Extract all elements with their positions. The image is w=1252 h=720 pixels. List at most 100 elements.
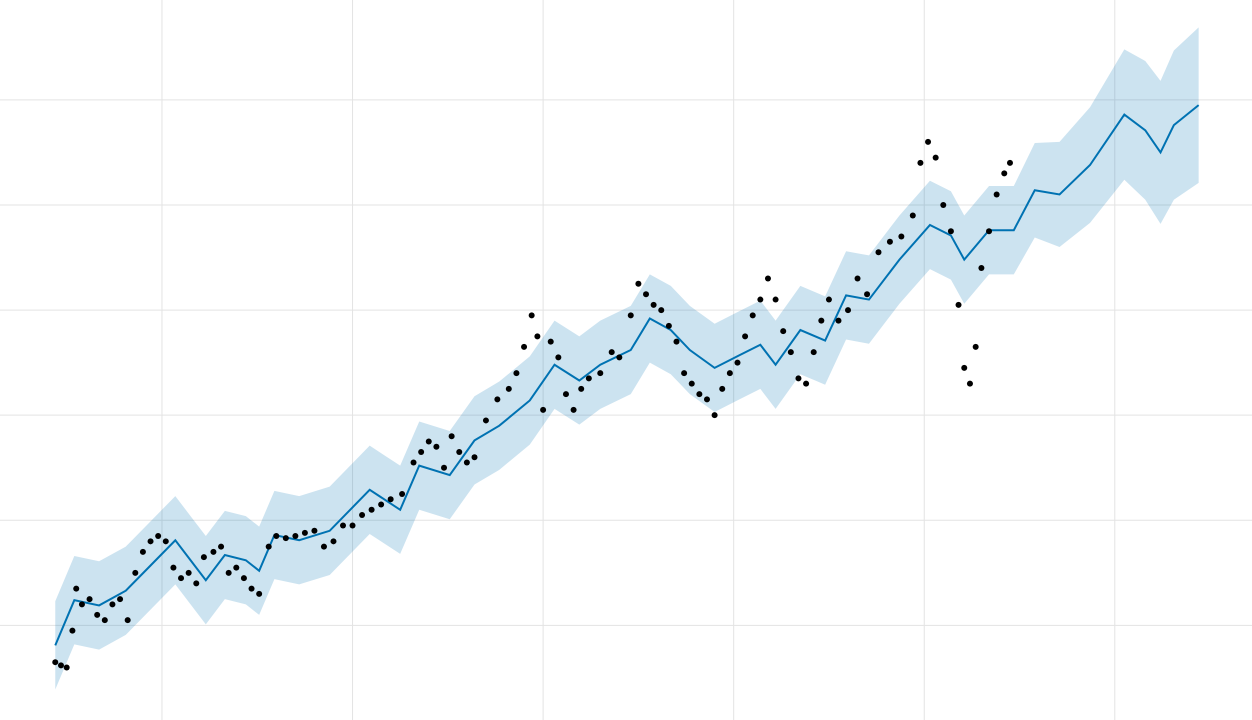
observation [562,391,569,398]
uncertainty-band [55,27,1199,690]
observation [854,275,861,282]
observation [696,391,703,398]
observation [886,238,893,245]
observation [764,275,771,282]
observation [52,659,59,666]
observation [86,596,93,603]
observation [734,359,741,366]
observation [513,370,520,377]
observation [795,375,802,382]
observation [139,548,146,555]
observation [972,343,979,350]
observation [170,564,177,571]
observation [1006,159,1013,166]
observation [69,627,76,634]
observation [456,448,463,455]
observation [597,370,604,377]
observation [162,538,169,545]
observation [940,201,947,208]
observation [448,433,455,440]
observation [947,228,954,235]
observation [917,159,924,166]
observation [78,601,85,608]
observation [441,464,448,471]
observation [265,543,272,550]
observation [650,301,657,308]
observation [749,312,756,319]
observation [292,533,299,540]
observation [898,233,905,240]
observation [124,617,131,624]
observation [155,533,162,540]
observation [665,322,672,329]
observation [505,385,512,392]
observation [627,312,634,319]
observation [340,522,347,529]
observation [925,138,932,145]
observation [966,380,973,387]
observation [494,396,501,403]
observation [193,580,200,587]
observation [772,296,779,303]
observation [320,543,327,550]
observation [555,354,562,361]
observation [368,506,375,513]
observation [63,664,70,671]
observation [399,491,406,498]
observation [803,380,810,387]
observation [273,533,280,540]
observation [1001,170,1008,177]
observation [616,354,623,361]
observation [845,307,852,314]
observation [932,154,939,161]
observation [825,296,832,303]
observation [726,370,733,377]
observation [864,291,871,298]
observation [225,569,232,576]
observation [673,338,680,345]
observation [330,538,337,545]
observation [909,212,916,219]
observation [547,338,554,345]
observation [961,364,968,371]
observation [233,564,240,571]
observation [643,291,650,298]
observation [185,569,192,576]
observation [681,370,688,377]
observation [57,662,64,669]
observation [482,417,489,424]
observation [117,596,124,603]
observation [585,375,592,382]
observation [540,406,547,413]
observation [200,554,207,561]
observation [471,454,478,461]
observation [73,585,80,592]
observation [521,343,528,350]
observation [349,522,356,529]
observation [875,249,882,256]
observation [387,496,394,503]
observation [711,412,718,419]
observation [282,535,289,542]
observation [742,333,749,340]
observation [132,569,139,576]
observation [780,328,787,335]
observation [787,349,794,356]
observation [301,529,308,536]
observation [993,191,1000,198]
observation [986,228,993,235]
observation [818,317,825,324]
observation [178,575,185,582]
observation [240,575,247,582]
observation [658,307,665,314]
observation [757,296,764,303]
observation [109,601,116,608]
observation [311,527,318,534]
observation [101,617,108,624]
observation [410,459,417,466]
observation [688,380,695,387]
observation [463,459,470,466]
observation [528,312,535,319]
observation [433,443,440,450]
